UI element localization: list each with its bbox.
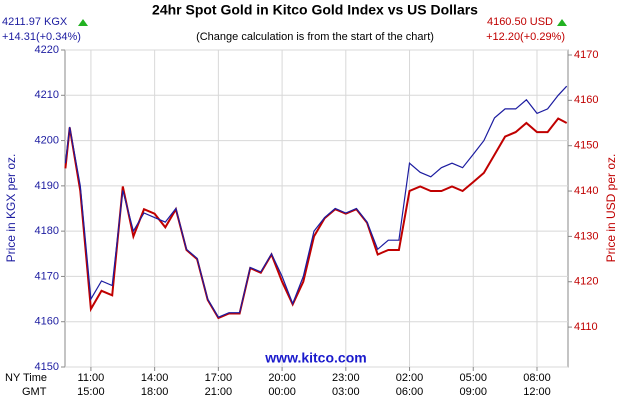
y2-tick-label: 4150 xyxy=(574,140,598,152)
y2-tick-label: 4140 xyxy=(574,185,598,197)
x-tick-label-gmt: 15:00 xyxy=(77,386,105,398)
y-tick-label: 4180 xyxy=(35,225,59,237)
x-tick-label: 11:00 xyxy=(78,372,105,384)
left-price: 4211.97 KGX xyxy=(2,16,68,28)
y2-axis-label: Price in USD per oz. xyxy=(604,154,618,263)
right-price: 4160.50 USD xyxy=(487,16,553,28)
x-tick-label: 05:00 xyxy=(459,372,487,384)
y2-tick-label: 4110 xyxy=(574,321,598,333)
x-tick-label-gmt: 03:00 xyxy=(332,386,360,398)
x-tick-label-gmt: 21:00 xyxy=(205,386,233,398)
x-tick-label: 17:00 xyxy=(205,372,233,384)
x-tick-label-gmt: 18:00 xyxy=(141,386,169,398)
y-tick-label: 4200 xyxy=(35,134,59,146)
right-change: +12.20(+0.29%) xyxy=(486,31,565,43)
y-tick-label: 4220 xyxy=(35,44,59,56)
subtitle: (Change calculation is from the start of… xyxy=(196,31,434,43)
y2-tick-label: 4130 xyxy=(574,230,598,242)
x-row-label: NY Time xyxy=(5,372,47,384)
x-tick-label: 14:00 xyxy=(141,372,169,384)
x-row-label: GMT xyxy=(22,386,47,398)
y-tick-label: 4190 xyxy=(35,180,59,192)
series-line xyxy=(64,117,568,320)
watermark: www.kitco.com xyxy=(264,350,366,366)
y2-tick-label: 4160 xyxy=(574,94,598,106)
up-arrow xyxy=(557,19,567,26)
x-tick-label: 23:00 xyxy=(332,372,360,384)
series-line xyxy=(64,85,568,318)
y-tick-label: 4170 xyxy=(35,270,59,282)
x-tick-label: 02:00 xyxy=(396,372,424,384)
y2-tick-label: 4120 xyxy=(574,276,598,288)
x-tick-label: 08:00 xyxy=(523,372,551,384)
x-tick-label-gmt: 12:00 xyxy=(523,386,551,398)
x-tick-label-gmt: 06:00 xyxy=(396,386,424,398)
plot-area xyxy=(64,49,569,368)
x-tick-label-gmt: 09:00 xyxy=(459,386,487,398)
y-tick-label: 4150 xyxy=(35,361,59,373)
y-tick-label: 4160 xyxy=(35,316,59,328)
x-tick-label-gmt: 00:00 xyxy=(268,386,296,398)
left-change: +14.31(+0.34%) xyxy=(2,31,81,43)
y2-tick-label: 4170 xyxy=(574,49,598,61)
chart-title: 24hr Spot Gold in Kitco Gold Index vs US… xyxy=(152,2,478,18)
x-tick-label: 20:00 xyxy=(268,372,296,384)
up-arrow xyxy=(78,19,88,26)
y-axis-label: Price in KGX per oz. xyxy=(4,154,18,263)
y-tick-label: 4210 xyxy=(35,89,59,101)
